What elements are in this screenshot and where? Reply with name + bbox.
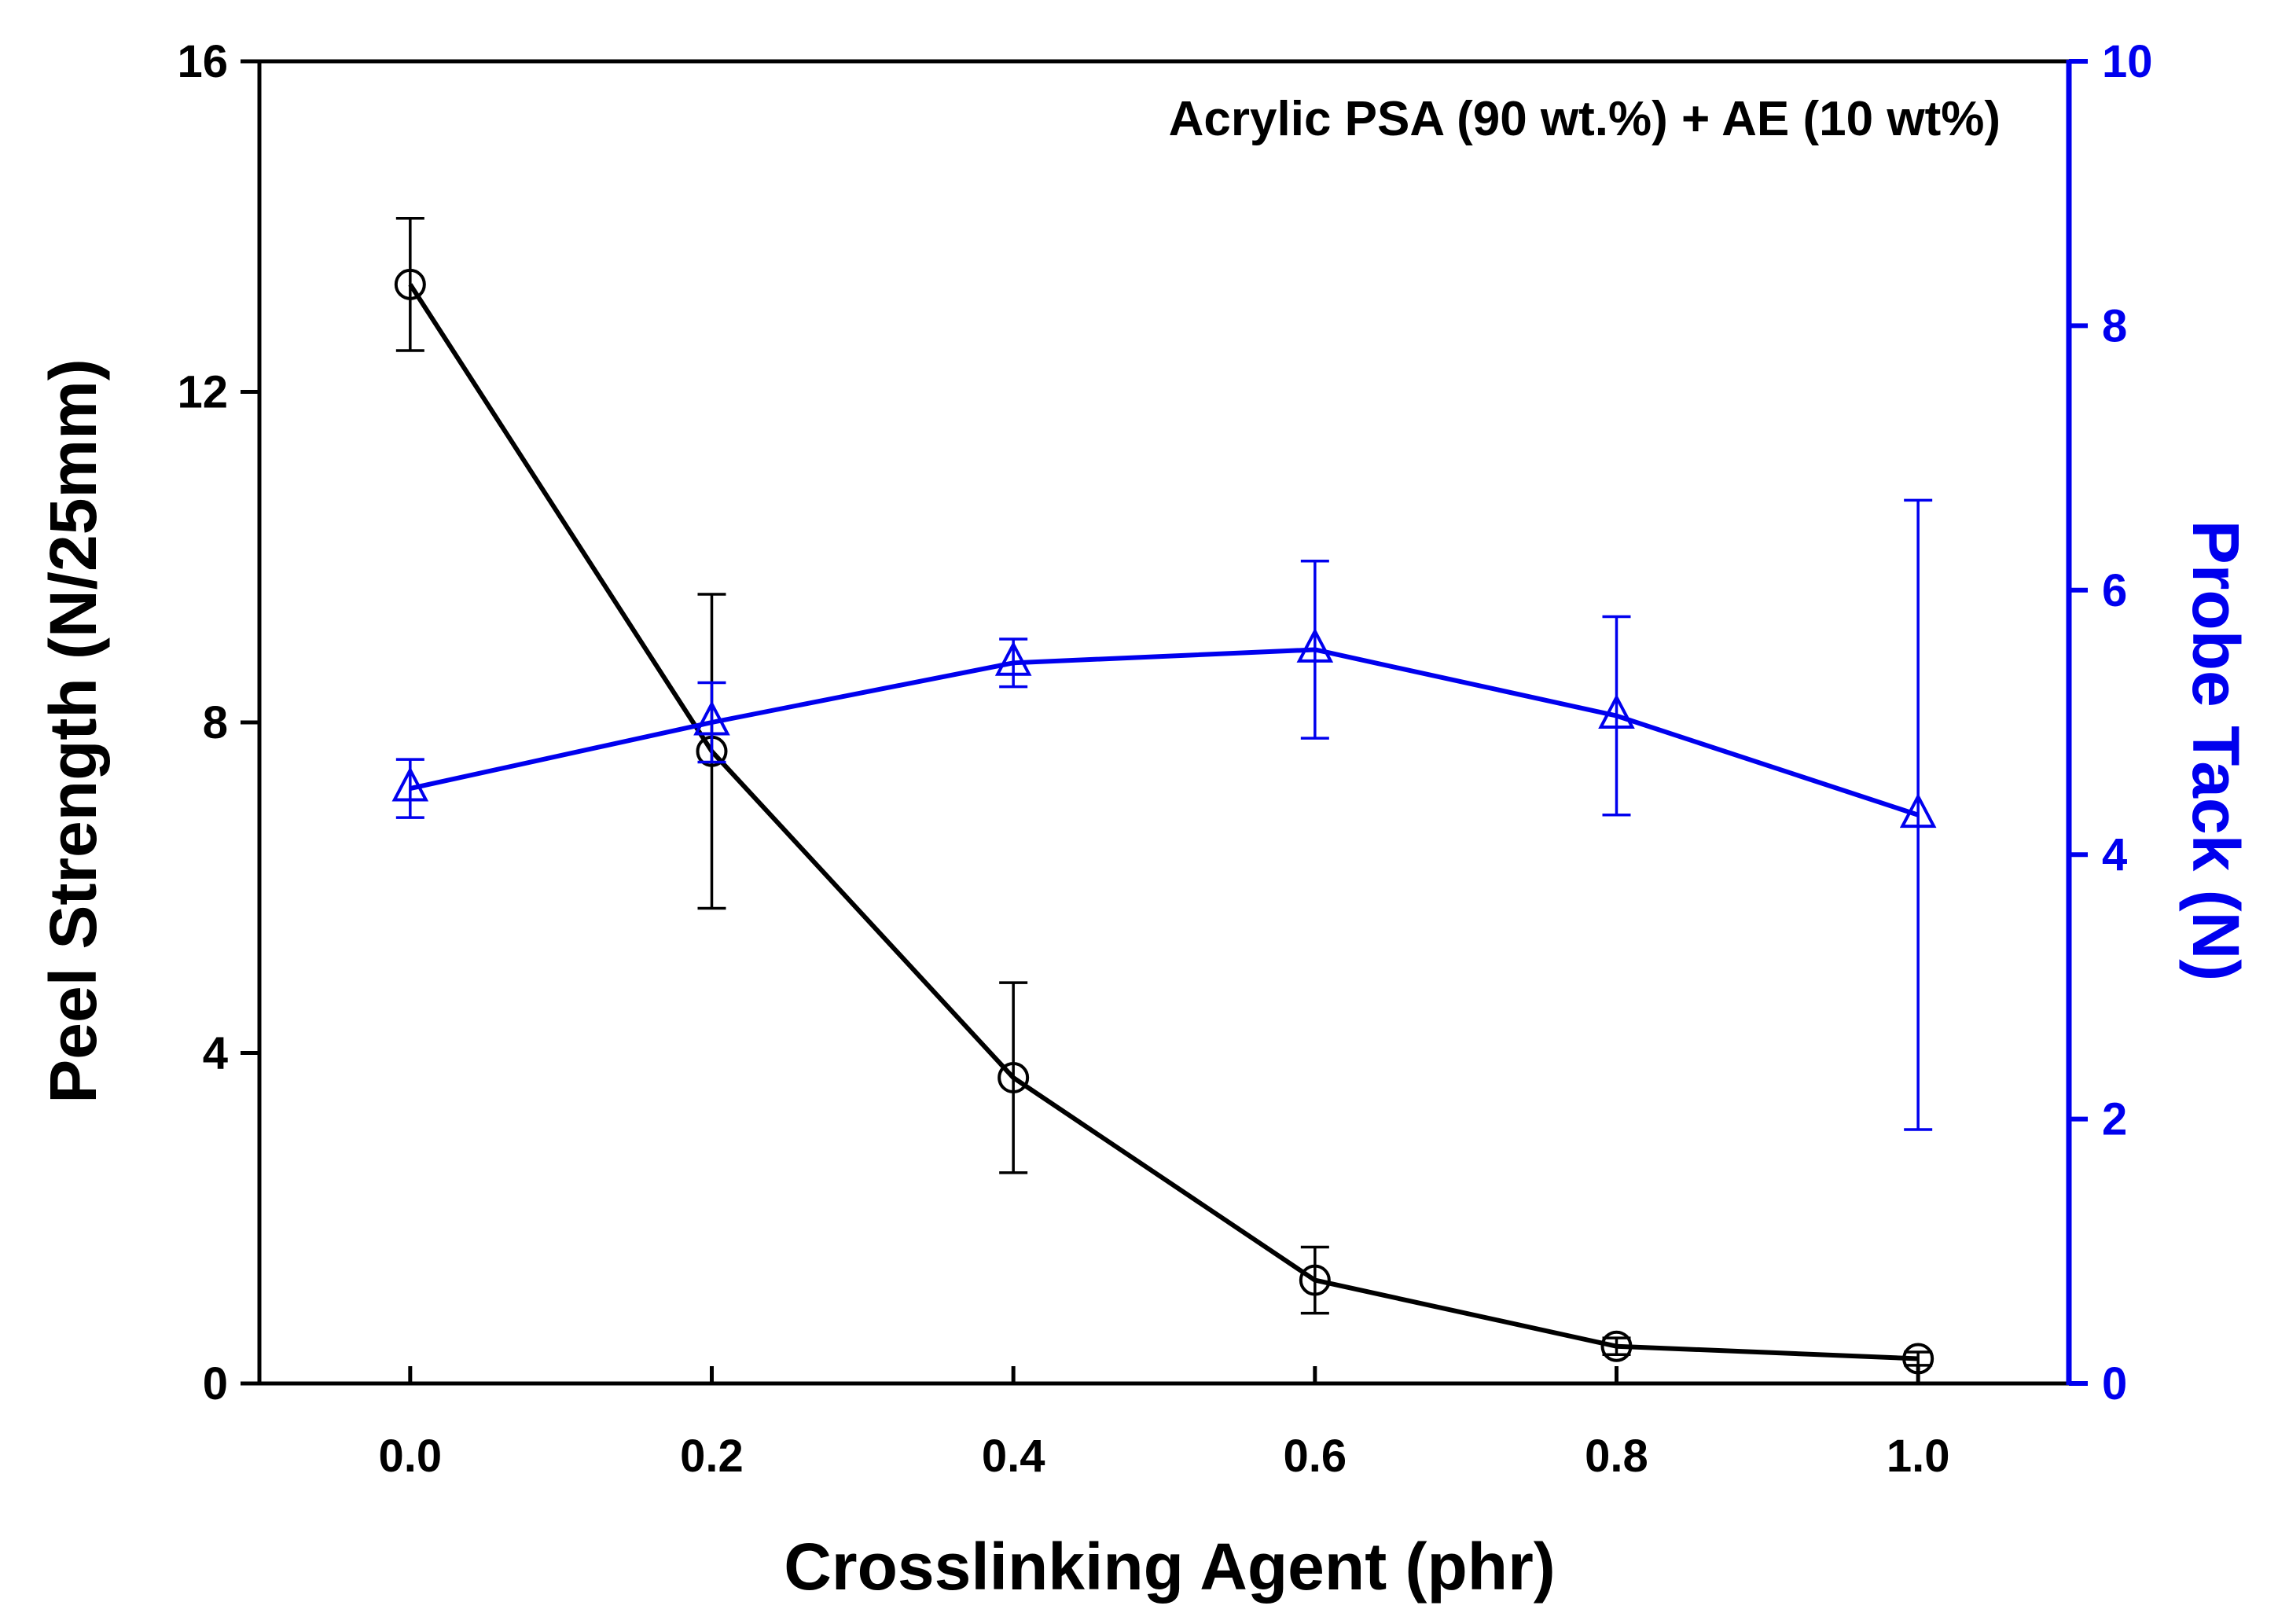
text-layer: Acrylic PSA (90 wt.%) + AE (10 wt%) Cros… [36, 92, 2253, 1604]
probe-tack-point [391, 766, 429, 802]
x-tick-label: 0.4 [982, 1431, 1045, 1482]
x-tick-label: 0.6 [1284, 1431, 1347, 1482]
peel-strength-line [408, 283, 1919, 1361]
right-y-tick-label: 6 [2102, 565, 2127, 616]
peel-strength-series [394, 216, 1934, 1375]
probe-tack-line [410, 647, 1920, 818]
probe-tack-point [1899, 792, 1937, 829]
probe-tack-point [1598, 693, 1635, 729]
left-y-tick-label: 0 [203, 1358, 228, 1409]
tick-layer: 0.0 0.2 0.4 0.6 0.8 1.0 0 4 8 12 16 0 2 4 6 8 10 [177, 36, 2152, 1482]
right-y-tick-label: 8 [2102, 300, 2127, 351]
probe-tack-point [1296, 627, 1334, 663]
right-y-tick-label: 10 [2102, 36, 2153, 87]
left-y-tick-label: 4 [203, 1028, 228, 1079]
peel-strength-point [998, 1062, 1030, 1094]
series-layer [391, 216, 1937, 1375]
right-y-tick-label: 2 [2102, 1094, 2127, 1145]
probe-tack-point [693, 700, 730, 736]
probe-tack-point [994, 641, 1032, 676]
right-y-tick-label: 4 [2102, 829, 2127, 880]
right-y-tick-label: 0 [2102, 1358, 2127, 1409]
peel-strength-point [1600, 1330, 1633, 1362]
peel-strength-point [1299, 1264, 1331, 1296]
probe-tack-series [391, 498, 1937, 1131]
left-y-tick-label: 8 [203, 697, 228, 748]
left-y-axis-title: Peel Strength (N/25mm) [36, 358, 110, 1104]
chart-annotation: Acrylic PSA (90 wt.%) + AE (10 wt%) [1169, 92, 2001, 146]
x-tick-label: 0.0 [379, 1431, 443, 1482]
x-axis-title: Crosslinking Agent (phr) [784, 1530, 1556, 1604]
x-tick-label: 1.0 [1887, 1431, 1950, 1482]
x-tick-label: 0.2 [680, 1431, 744, 1482]
left-y-tick-label: 16 [177, 36, 228, 87]
x-tick-label: 0.8 [1585, 1431, 1648, 1482]
right-y-axis-title: Probe Tack (N) [2179, 520, 2253, 982]
peel-strength-point [394, 268, 426, 300]
left-y-tick-label: 12 [177, 367, 228, 418]
